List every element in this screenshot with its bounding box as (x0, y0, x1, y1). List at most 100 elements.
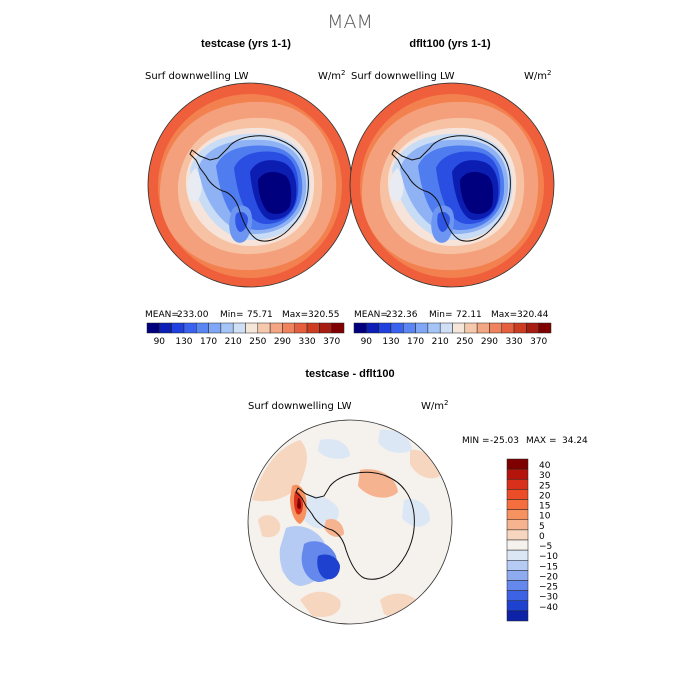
colorbar-swatch (208, 322, 222, 334)
colorbar-tick-label: 10 (539, 512, 551, 522)
colorbar-swatch (526, 322, 539, 334)
mean-value: 233.00 (177, 310, 209, 320)
max-label: Max= (491, 310, 517, 320)
colorbar-swatch (427, 322, 441, 334)
colorbar-tick-label: 15 (539, 502, 550, 512)
units-exponent: 2 (341, 69, 345, 77)
colorbar-tick-label: 250 (456, 337, 473, 347)
max-label: Max= (282, 310, 308, 320)
colorbar-swatch (439, 322, 453, 334)
colorbar-swatch (506, 509, 529, 520)
map-field (350, 83, 554, 287)
max-value: 320.55 (308, 310, 340, 320)
colorbar-tick-label: 330 (298, 337, 315, 347)
colorbar-tick-label: 250 (249, 337, 266, 347)
colorbar-swatch (506, 489, 529, 500)
colorbar-tick-label: −5 (539, 542, 552, 552)
colorbar-tick-label: 5 (539, 522, 545, 532)
colorbar-tick-label: 90 (361, 337, 373, 347)
max-value: 320.44 (517, 310, 549, 320)
min-value: 72.11 (456, 310, 482, 320)
colorbar-swatch (506, 539, 529, 551)
colorbar-swatch (306, 322, 320, 334)
main-title: MAM (327, 11, 373, 33)
units-label: W/m2 (318, 69, 345, 82)
colorbar-swatch (506, 549, 529, 561)
colorbar-tick-label: 370 (530, 337, 547, 347)
map-border (349, 82, 555, 288)
colorbar-swatch (232, 322, 246, 334)
colorbar-tick-label: 170 (407, 337, 424, 347)
colorbar-swatch (378, 322, 392, 334)
min-value: 75.71 (247, 310, 273, 320)
colorbar-swatch (171, 322, 185, 334)
stats-line: MEAN= 233.00 Min= 75.71 Max= 320.55 (145, 310, 340, 320)
field-label: Surf downwelling LW (248, 401, 352, 412)
colorbar-tick-label: 210 (432, 337, 449, 347)
min-label: Min= (220, 310, 244, 320)
colorbar-tick-label: 20 (539, 491, 551, 501)
min-value: -25.03 (490, 436, 519, 446)
colorbar-swatch (415, 322, 429, 334)
colorbar-swatch (506, 570, 529, 581)
colorbar-tick-label: 130 (382, 337, 399, 347)
colorbar-swatch (506, 519, 529, 531)
map-field (148, 83, 352, 287)
colorbar-swatch (506, 580, 529, 591)
colorbar-swatch (294, 322, 308, 334)
colorbar-swatch (506, 479, 529, 490)
colorbar-swatch (464, 322, 478, 334)
max-value: 34.24 (562, 436, 588, 446)
colorbar-swatch (146, 322, 160, 334)
stats-line: MEAN= 232.36 Min= 72.11 Max= 320.44 (354, 310, 549, 320)
units-exponent: 2 (547, 69, 551, 77)
colorbar-tick-label: −25 (539, 583, 558, 593)
panel-dflt100: dflt100 (yrs 1-1) Surf downwelling LW W/… (349, 38, 555, 347)
colorbar-swatch (353, 322, 367, 334)
colorbar-tick-label: −10 (539, 552, 558, 562)
map-field (248, 420, 452, 624)
colorbar-tick-label: 290 (274, 337, 291, 347)
colorbar-swatch (506, 610, 529, 622)
colorbar-tick-label: 170 (200, 337, 217, 347)
coastline (391, 135, 511, 242)
panel-title: testcase (yrs 1-1) (201, 38, 291, 50)
colorbar-tick-label: −30 (539, 593, 558, 603)
colorbar-swatch (269, 322, 283, 334)
map-border (247, 419, 453, 625)
colorbar: 90 130 170 210 250 290 330 370 (146, 322, 345, 347)
colorbar-swatch (319, 322, 332, 334)
colorbar-swatch (506, 529, 529, 541)
units-base: W/m (524, 71, 547, 82)
colorbar-swatch (506, 499, 529, 510)
colorbar-tick-label: 40 (539, 461, 551, 471)
colorbar-swatch (390, 322, 404, 334)
coastline (189, 135, 309, 242)
colorbar-swatch (538, 322, 552, 334)
max-label: MAX = (526, 436, 557, 446)
colorbar-tick-label: −20 (539, 572, 558, 582)
colorbar-tick-label: −40 (539, 603, 558, 613)
colorbar-tick-label: 210 (225, 337, 242, 347)
colorbar-tick-label: 0 (539, 532, 545, 542)
colorbar-swatch (489, 322, 502, 334)
colorbar-swatch (506, 600, 529, 612)
colorbar-swatch (501, 322, 515, 334)
colorbar-swatch (513, 322, 527, 334)
colorbar-swatch (257, 322, 271, 334)
colorbar-tick-label: 330 (505, 337, 522, 347)
panel-difference: testcase - dflt100 Surf downwelling LW W… (247, 368, 588, 625)
colorbar-swatch (452, 322, 466, 334)
colorbar-tick-label: 290 (481, 337, 498, 347)
field-label: Surf downwelling LW (351, 71, 455, 82)
colorbar-swatch (476, 322, 490, 334)
field-label: Surf downwelling LW (145, 71, 249, 82)
panel-testcase: testcase (yrs 1-1) Surf downwelling LW W… (145, 38, 353, 347)
colorbar-tick-label: 30 (539, 471, 551, 481)
colorbar-swatch (506, 560, 529, 571)
colorbar-swatch (506, 590, 529, 601)
coastline (295, 471, 415, 580)
colorbar-swatch (366, 322, 379, 334)
